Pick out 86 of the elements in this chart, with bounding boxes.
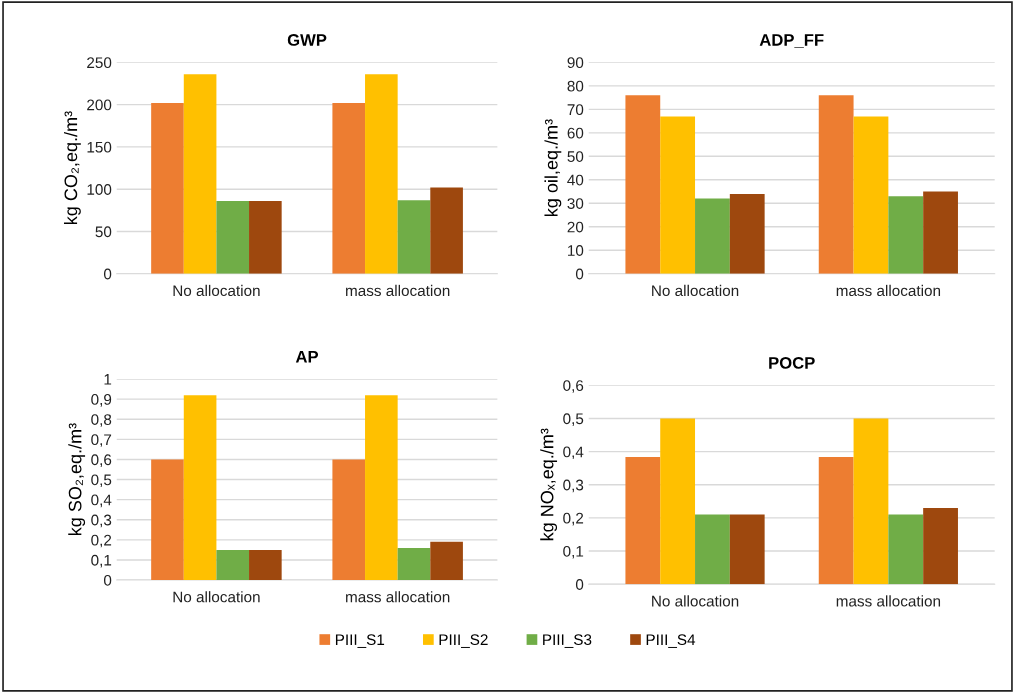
bar <box>151 459 184 581</box>
y-tick-label: 100 <box>87 184 112 195</box>
bar <box>332 459 366 581</box>
bar <box>365 74 398 274</box>
y-tick-label: 70 <box>567 104 584 116</box>
x-tick-label: No allocation <box>173 284 260 297</box>
y-tick-label: 10 <box>568 245 584 256</box>
y-tick-label: 0,5 <box>91 474 112 488</box>
bar <box>729 514 765 585</box>
y-tick-label: 40 <box>567 174 584 186</box>
y-tick-label: 0,6 <box>563 380 584 393</box>
bar <box>151 102 184 274</box>
y-tick-label: 0,3 <box>91 514 112 528</box>
legend-label: PIII_S3 <box>543 634 592 648</box>
y-axis-title: kg CO₂,eq./m³ <box>63 111 81 225</box>
y-tick-label: 0,9 <box>91 394 112 407</box>
bar <box>923 507 958 585</box>
y-tick-label: 0 <box>103 268 112 280</box>
y-tick-label: 0,5 <box>563 413 584 426</box>
bar <box>183 395 217 581</box>
y-tick-label: 0,8 <box>91 414 112 427</box>
y-tick-label: 0,2 <box>91 534 112 548</box>
bar <box>923 191 958 274</box>
x-tick-label: No allocation <box>652 595 739 607</box>
y-tick-label: 0,3 <box>563 479 584 493</box>
y-tick-label: 150 <box>87 141 112 153</box>
x-tick-label: No allocation <box>652 284 739 297</box>
y-tick-label: 0 <box>575 579 584 590</box>
bar <box>430 541 463 581</box>
bar <box>729 193 765 274</box>
bar <box>249 549 282 581</box>
y-tick-label: 80 <box>567 80 584 92</box>
bar <box>332 102 366 274</box>
x-tick-label: mass allocation <box>346 284 450 297</box>
bar <box>660 116 696 274</box>
bar <box>660 418 696 585</box>
x-tick-label: mass allocation <box>836 284 941 297</box>
y-tick-label: 0,6 <box>91 454 112 467</box>
y-tick-label: 20 <box>567 221 584 233</box>
legend-label: PIII_S1 <box>335 634 385 648</box>
y-tick-label: 0,4 <box>563 446 584 460</box>
chart-title: AP <box>295 350 319 363</box>
y-tick-label: 0,1 <box>91 554 112 568</box>
y-axis-title: kg SO₂,eq./m³ <box>68 423 86 536</box>
y-tick-label: 0,4 <box>91 494 112 508</box>
bar <box>365 395 398 581</box>
bar <box>183 74 217 274</box>
bar <box>695 198 730 274</box>
chart-title: GWP <box>287 34 327 46</box>
bar <box>397 547 431 581</box>
y-tick-label: 200 <box>87 99 112 111</box>
y-tick-label: 90 <box>567 57 584 69</box>
bar <box>216 201 250 274</box>
chart-title: POCP <box>769 357 815 369</box>
bar <box>625 95 661 274</box>
y-tick-label: 60 <box>567 127 584 139</box>
y-tick-label: 0,2 <box>563 512 584 526</box>
y-tick-label: 50 <box>95 226 112 238</box>
bar <box>430 187 463 274</box>
y-tick-label: 250 <box>87 57 112 69</box>
y-tick-label: 0 <box>103 574 112 586</box>
bar <box>888 196 924 274</box>
legend-label: PIII_S2 <box>439 634 488 648</box>
bar <box>818 95 854 274</box>
y-axis-title: kg oil,eq./m³ <box>544 119 562 216</box>
bar <box>397 200 431 274</box>
bar <box>249 201 282 274</box>
x-tick-label: mass allocation <box>836 595 941 607</box>
x-tick-label: mass allocation <box>346 591 450 603</box>
y-tick-label: 1 <box>104 374 112 385</box>
bar <box>853 116 889 274</box>
bar <box>888 514 924 585</box>
y-tick-label: 0,1 <box>563 545 584 559</box>
y-axis-title: kg NOₓ,eq./m³ <box>540 428 558 541</box>
y-tick-label: 0 <box>575 268 584 280</box>
bar <box>216 549 250 581</box>
bar <box>625 456 661 585</box>
y-tick-label: 50 <box>567 151 584 162</box>
y-tick-label: 30 <box>567 198 584 209</box>
bar <box>695 514 730 585</box>
bar <box>853 418 889 585</box>
bar <box>818 456 854 585</box>
legend-label: PIII_S4 <box>646 634 696 648</box>
y-tick-label: 0,7 <box>91 434 112 447</box>
x-tick-label: No allocation <box>173 591 260 603</box>
chart-title: ADP_FF <box>759 34 824 48</box>
